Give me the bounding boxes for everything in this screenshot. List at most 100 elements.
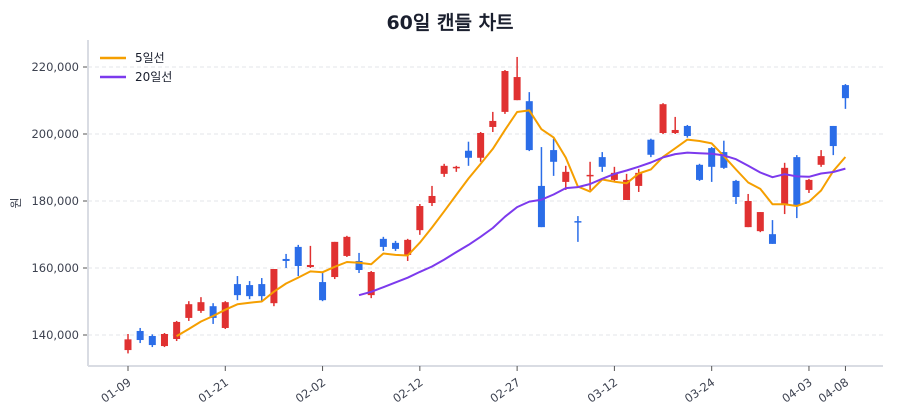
candle-body bbox=[805, 179, 813, 190]
y-tick-label: 180,000 bbox=[31, 194, 79, 208]
candle-body bbox=[294, 246, 302, 266]
candle-body bbox=[829, 125, 837, 147]
candle-body bbox=[221, 302, 229, 328]
ma-line-5 bbox=[176, 109, 847, 337]
candle-body bbox=[635, 172, 643, 186]
candle-body bbox=[647, 139, 655, 155]
candle-body bbox=[513, 77, 521, 101]
candle bbox=[489, 111, 497, 132]
candle-body bbox=[379, 238, 387, 247]
candle bbox=[793, 155, 801, 219]
candle bbox=[331, 241, 339, 280]
candle bbox=[574, 216, 582, 242]
candle bbox=[817, 150, 825, 167]
y-tick-label: 200,000 bbox=[31, 127, 79, 141]
candle-body bbox=[793, 157, 801, 206]
candle-body bbox=[270, 269, 278, 304]
candle-body bbox=[525, 101, 533, 151]
candle bbox=[744, 193, 752, 228]
candle-body bbox=[598, 157, 606, 167]
candle bbox=[708, 147, 716, 182]
candle bbox=[477, 131, 485, 162]
candle-body bbox=[671, 129, 679, 133]
candle-body bbox=[537, 185, 545, 228]
candle bbox=[525, 92, 533, 152]
candle-body bbox=[477, 132, 485, 158]
candle bbox=[233, 276, 241, 301]
candle-body bbox=[160, 333, 168, 347]
candle bbox=[586, 161, 594, 190]
candle-body bbox=[209, 306, 217, 318]
x-tick-label: 04-03 bbox=[779, 375, 814, 406]
candle-body bbox=[464, 150, 472, 158]
candle-body bbox=[258, 284, 266, 297]
candle bbox=[537, 147, 545, 228]
candle bbox=[768, 220, 776, 244]
candle-body bbox=[781, 167, 789, 206]
candle-body bbox=[416, 206, 424, 231]
candle-body bbox=[319, 282, 327, 301]
candle bbox=[258, 278, 266, 302]
candle-body bbox=[404, 239, 412, 255]
candle-body bbox=[282, 258, 290, 261]
candle-body bbox=[720, 152, 728, 168]
candle bbox=[440, 163, 448, 177]
candle-body bbox=[428, 195, 436, 204]
candle bbox=[732, 179, 740, 205]
candle bbox=[428, 185, 436, 207]
candle-body bbox=[489, 120, 497, 127]
candle bbox=[246, 281, 254, 300]
x-tick-label: 02-27 bbox=[487, 375, 522, 406]
candle-body bbox=[124, 339, 132, 351]
candle-body bbox=[744, 201, 752, 228]
candle-body bbox=[185, 304, 193, 318]
legend-label: 5일선 bbox=[135, 51, 165, 65]
candle-body bbox=[343, 236, 351, 256]
candle bbox=[829, 125, 837, 156]
x-tick-label: 01-21 bbox=[196, 375, 231, 406]
candle bbox=[562, 165, 570, 190]
candle bbox=[173, 320, 181, 342]
candle bbox=[160, 332, 168, 348]
candle bbox=[148, 334, 156, 348]
candle bbox=[696, 163, 704, 181]
candle-body bbox=[367, 272, 375, 296]
x-tick-label: 02-12 bbox=[390, 375, 425, 406]
candle bbox=[197, 297, 205, 313]
y-axis-label: 원 bbox=[9, 197, 23, 208]
x-tick-label: 02-02 bbox=[293, 375, 328, 406]
candle-body bbox=[562, 171, 570, 182]
candle bbox=[781, 162, 789, 215]
x-tick-label: 04-08 bbox=[816, 375, 851, 406]
candle bbox=[683, 124, 691, 138]
candle-body bbox=[696, 164, 704, 180]
x-tick-label: 03-24 bbox=[682, 375, 717, 406]
candle bbox=[270, 269, 278, 307]
candle-body bbox=[501, 71, 509, 112]
candle-body bbox=[817, 156, 825, 165]
candle bbox=[659, 103, 667, 134]
candle bbox=[598, 152, 606, 172]
candle bbox=[464, 141, 472, 166]
candle bbox=[452, 165, 460, 172]
candle bbox=[367, 271, 375, 299]
candle bbox=[756, 212, 764, 233]
candle bbox=[221, 301, 229, 329]
candle-body bbox=[768, 234, 776, 244]
candle-body bbox=[756, 212, 764, 232]
candle bbox=[294, 244, 302, 277]
candle bbox=[404, 238, 412, 261]
candle-body bbox=[708, 148, 716, 167]
candle bbox=[124, 333, 132, 354]
candle-body bbox=[173, 321, 181, 340]
candle bbox=[392, 240, 400, 251]
candle-body bbox=[574, 221, 582, 223]
candle-body bbox=[197, 302, 205, 311]
candle-body bbox=[732, 180, 740, 197]
candle bbox=[623, 173, 631, 200]
candle-body bbox=[233, 284, 241, 296]
x-tick-label: 01-09 bbox=[98, 375, 133, 406]
candle-body bbox=[841, 85, 849, 99]
candle bbox=[136, 327, 144, 344]
